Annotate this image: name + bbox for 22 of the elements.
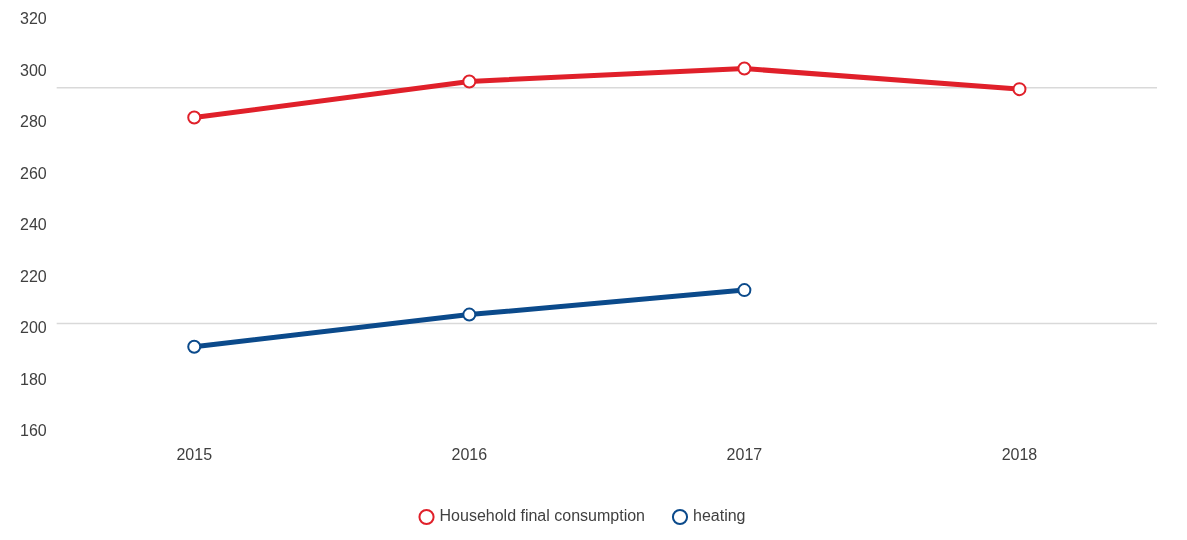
y-tick-label: 240 <box>19 216 47 234</box>
point <box>1012 82 1027 97</box>
point <box>462 307 477 322</box>
x-tick-label: 2016 <box>451 445 488 463</box>
point <box>187 110 202 125</box>
x-tick-label: 2017 <box>726 445 763 463</box>
legend-label: Household final consumption <box>439 507 645 525</box>
point <box>737 61 752 76</box>
y-tick-label: 280 <box>19 113 47 131</box>
y-tick-label: 200 <box>19 319 47 337</box>
x-tick-label: 2018 <box>1001 445 1038 463</box>
point <box>187 339 202 354</box>
y-tick-label: 320 <box>19 10 47 28</box>
point <box>737 283 752 298</box>
y-tick-label: 220 <box>19 267 47 285</box>
y-tick-label: 160 <box>19 422 47 440</box>
x-tick-label: 2015 <box>176 445 213 463</box>
y-tick-label: 300 <box>19 61 47 79</box>
legend-label: heating <box>692 507 746 525</box>
point <box>462 74 477 89</box>
y-tick-label: 180 <box>19 370 47 388</box>
y-tick-label: 260 <box>19 164 47 182</box>
